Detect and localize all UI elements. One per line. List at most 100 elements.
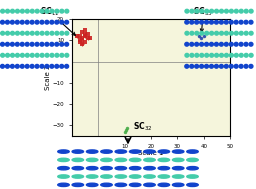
Circle shape	[195, 53, 199, 57]
Circle shape	[60, 64, 64, 68]
Circle shape	[185, 31, 189, 35]
Circle shape	[229, 42, 233, 46]
Circle shape	[144, 167, 155, 170]
Circle shape	[210, 31, 214, 35]
Text: SC$_{33}$: SC$_{33}$	[193, 6, 213, 32]
Circle shape	[10, 53, 14, 57]
Circle shape	[210, 20, 214, 24]
Circle shape	[87, 175, 98, 178]
Circle shape	[20, 42, 24, 46]
Circle shape	[229, 64, 233, 68]
Circle shape	[45, 9, 49, 13]
Circle shape	[144, 150, 155, 153]
Circle shape	[130, 183, 141, 187]
Circle shape	[5, 42, 9, 46]
Circle shape	[144, 175, 155, 178]
Circle shape	[35, 64, 39, 68]
Circle shape	[87, 158, 98, 162]
Circle shape	[187, 167, 198, 170]
Circle shape	[244, 53, 248, 57]
Circle shape	[187, 158, 198, 162]
Circle shape	[205, 42, 208, 46]
Circle shape	[10, 20, 14, 24]
Circle shape	[20, 64, 24, 68]
Circle shape	[60, 20, 64, 24]
Circle shape	[30, 20, 34, 24]
Circle shape	[60, 42, 64, 46]
Circle shape	[6, 31, 9, 35]
Circle shape	[58, 167, 69, 170]
Circle shape	[234, 20, 238, 24]
Circle shape	[229, 53, 233, 57]
Circle shape	[25, 53, 29, 57]
Circle shape	[130, 175, 141, 178]
Circle shape	[30, 31, 34, 35]
Circle shape	[158, 183, 169, 187]
Circle shape	[25, 31, 29, 35]
Circle shape	[50, 31, 54, 35]
Circle shape	[190, 9, 194, 13]
Circle shape	[1, 53, 5, 57]
Circle shape	[25, 64, 29, 68]
Circle shape	[158, 175, 169, 178]
Circle shape	[200, 9, 204, 13]
Circle shape	[215, 64, 218, 68]
Circle shape	[35, 42, 39, 46]
Circle shape	[158, 167, 169, 170]
Circle shape	[220, 31, 223, 35]
Circle shape	[158, 150, 169, 153]
Circle shape	[225, 53, 228, 57]
Circle shape	[10, 9, 14, 13]
Circle shape	[45, 31, 49, 35]
Circle shape	[87, 167, 98, 170]
Circle shape	[244, 20, 248, 24]
Circle shape	[195, 42, 199, 46]
Circle shape	[30, 64, 34, 68]
Circle shape	[249, 20, 253, 24]
Text: SC$_{11}$: SC$_{11}$	[40, 6, 75, 35]
Circle shape	[72, 175, 83, 178]
Circle shape	[72, 167, 83, 170]
Circle shape	[16, 9, 19, 13]
Circle shape	[87, 150, 98, 153]
Circle shape	[200, 42, 204, 46]
Circle shape	[249, 9, 253, 13]
Circle shape	[234, 31, 238, 35]
Circle shape	[173, 167, 184, 170]
Circle shape	[205, 9, 209, 13]
Circle shape	[229, 9, 233, 13]
Circle shape	[55, 42, 59, 46]
Circle shape	[6, 9, 9, 13]
Circle shape	[173, 158, 184, 162]
Circle shape	[15, 42, 19, 46]
Circle shape	[234, 64, 238, 68]
Circle shape	[215, 31, 218, 35]
Circle shape	[239, 31, 243, 35]
Circle shape	[249, 53, 253, 57]
Circle shape	[50, 9, 54, 13]
Circle shape	[115, 183, 126, 187]
Circle shape	[195, 31, 199, 35]
Circle shape	[65, 9, 69, 13]
Circle shape	[20, 9, 24, 13]
Circle shape	[173, 183, 184, 187]
Circle shape	[60, 53, 64, 57]
Circle shape	[6, 53, 9, 57]
Circle shape	[219, 42, 223, 46]
Circle shape	[200, 64, 204, 68]
Circle shape	[210, 9, 214, 13]
Circle shape	[30, 42, 34, 46]
Circle shape	[40, 64, 44, 68]
Circle shape	[244, 9, 248, 13]
Circle shape	[220, 53, 223, 57]
Circle shape	[115, 167, 126, 170]
Circle shape	[55, 9, 59, 13]
Circle shape	[190, 20, 194, 24]
Circle shape	[55, 20, 59, 24]
Circle shape	[1, 31, 5, 35]
Circle shape	[144, 158, 155, 162]
Circle shape	[5, 64, 9, 68]
Circle shape	[215, 42, 218, 46]
Circle shape	[40, 20, 44, 24]
Circle shape	[16, 31, 19, 35]
